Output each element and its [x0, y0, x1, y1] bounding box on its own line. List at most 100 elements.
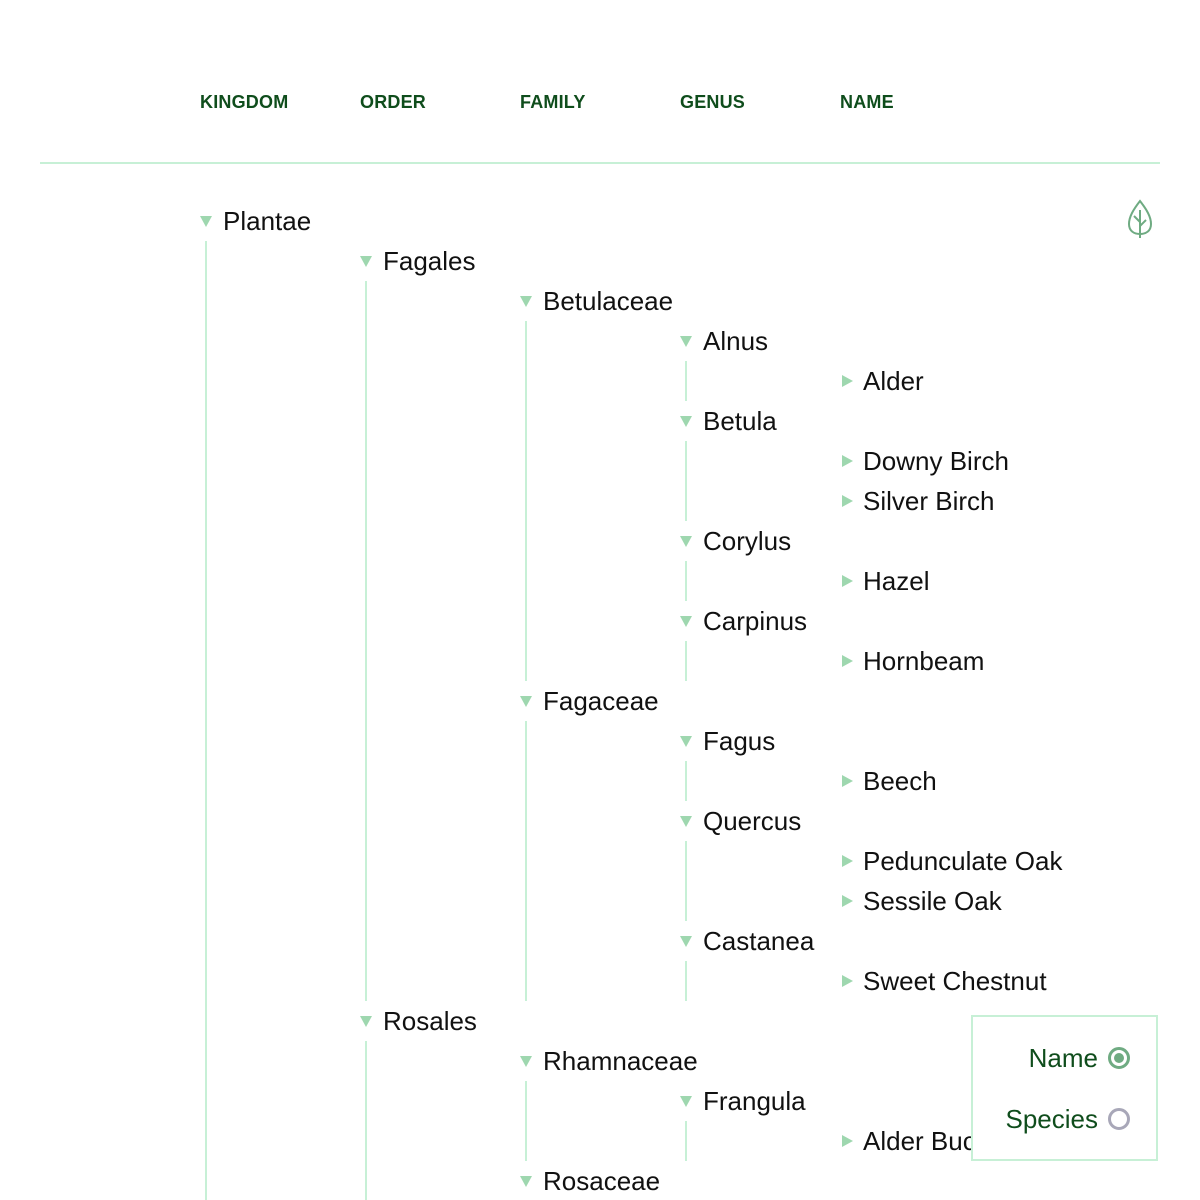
tree-node-label: Corylus	[703, 526, 792, 556]
tree-row-genus[interactable]: Castanea	[680, 921, 814, 961]
caret-right-icon[interactable]	[840, 895, 853, 907]
tree-outline-icon[interactable]	[1124, 198, 1156, 240]
tree-guide-line	[685, 361, 687, 401]
column-header-name: NAME	[840, 92, 894, 112]
label-toggle-panel: Name Species	[971, 1015, 1158, 1161]
tree-row-family[interactable]: Rosaceae	[520, 1161, 660, 1200]
caret-right-icon[interactable]	[840, 855, 853, 867]
tree-row-name[interactable]: Sweet Chestnut	[840, 961, 1047, 1001]
tree-row-genus[interactable]: Quercus	[680, 801, 801, 841]
caret-down-icon[interactable]	[200, 215, 212, 227]
tree-node-label: Hornbeam	[863, 646, 985, 676]
tree-row-name[interactable]: Beech	[840, 761, 937, 801]
tree-node-label: Betula	[703, 406, 777, 436]
tree-guide-line	[365, 281, 367, 1001]
caret-down-icon[interactable]	[680, 615, 692, 627]
tree-row-name[interactable]: Alder	[840, 361, 924, 401]
tree-node-label: Beech	[863, 766, 937, 796]
caret-right-icon[interactable]	[840, 375, 853, 387]
tree-row-family[interactable]: Rhamnaceae	[520, 1041, 698, 1081]
caret-right-icon[interactable]	[840, 495, 853, 507]
caret-down-icon[interactable]	[680, 935, 692, 947]
caret-down-icon[interactable]	[360, 255, 372, 267]
tree-node-label: Betulaceae	[543, 286, 674, 316]
tree-row-genus[interactable]: Fagus	[680, 721, 775, 761]
tree-row-genus[interactable]: Carpinus	[680, 601, 807, 641]
caret-right-icon[interactable]	[840, 975, 853, 987]
tree-row-genus[interactable]: Corylus	[680, 521, 791, 561]
caret-right-icon[interactable]	[840, 775, 853, 787]
caret-down-icon[interactable]	[520, 1175, 532, 1187]
tree-guide-line	[205, 241, 207, 1200]
tree-guide-line	[685, 561, 687, 601]
radio-option-name[interactable]: Name	[1029, 1041, 1130, 1075]
header-divider	[40, 162, 1160, 164]
tree-row-family[interactable]: Betulaceae	[520, 281, 673, 321]
radio-label-name: Name	[1028, 1042, 1098, 1073]
tree-node-label: Alnus	[703, 326, 769, 356]
caret-down-icon[interactable]	[680, 535, 692, 547]
caret-down-icon[interactable]	[520, 1055, 532, 1067]
radio-unselected-icon[interactable]	[1108, 1108, 1130, 1130]
caret-down-icon[interactable]	[520, 295, 532, 307]
tree-guide-line	[685, 1121, 687, 1161]
caret-right-icon[interactable]	[840, 455, 853, 467]
tree-row-name[interactable]: Sessile Oak	[840, 881, 1002, 921]
tree-row-genus[interactable]: Alnus	[680, 321, 768, 361]
tree-node-label: Fagales	[383, 246, 476, 276]
caret-right-icon[interactable]	[840, 655, 853, 667]
tree-row-genus[interactable]: Betula	[680, 401, 777, 441]
column-header-kingdom: KINGDOM	[200, 92, 289, 112]
radio-selected-icon[interactable]	[1108, 1047, 1130, 1069]
caret-down-icon[interactable]	[680, 415, 692, 427]
caret-down-icon[interactable]	[680, 335, 692, 347]
radio-option-species[interactable]: Species	[1005, 1102, 1130, 1136]
tree-row-name[interactable]: Downy Birch	[840, 441, 1009, 481]
tree-node-label: Downy Birch	[863, 446, 1009, 476]
tree-node-label: Hazel	[863, 566, 930, 596]
tree-row-order[interactable]: Fagales	[360, 241, 476, 281]
caret-right-icon[interactable]	[840, 1135, 853, 1147]
tree-row-kingdom[interactable]: Plantae	[200, 201, 311, 241]
tree-node-label: Quercus	[703, 806, 802, 836]
tree-row-order[interactable]: Rosales	[360, 1001, 477, 1041]
tree-row-name[interactable]: Silver Birch	[840, 481, 994, 521]
tree-row-name[interactable]: Hornbeam	[840, 641, 984, 681]
tree-node-label: Fagus	[703, 726, 776, 756]
tree-node-label: Frangula	[703, 1086, 806, 1116]
tree-guide-line	[365, 1041, 367, 1200]
caret-down-icon[interactable]	[520, 695, 532, 707]
tree-guide-line	[685, 961, 687, 1001]
caret-right-icon[interactable]	[840, 575, 853, 587]
column-header-family: FAMILY	[520, 92, 586, 112]
caret-down-icon[interactable]	[680, 1095, 692, 1107]
tree-node-label: Carpinus	[703, 606, 808, 636]
caret-down-icon[interactable]	[680, 815, 692, 827]
caret-down-icon[interactable]	[680, 735, 692, 747]
tree-guide-line	[685, 761, 687, 801]
tree-node-label: Castanea	[703, 926, 815, 956]
tree-node-label: Rosales	[383, 1006, 477, 1036]
tree-node-label: Rosaceae	[543, 1166, 661, 1196]
tree-guide-line	[525, 321, 527, 681]
tree-row-genus[interactable]: Frangula	[680, 1081, 806, 1121]
column-header-order: ORDER	[360, 92, 427, 112]
caret-down-icon[interactable]	[360, 1015, 372, 1027]
tree-node-label: Alder	[863, 366, 924, 396]
tree-guide-line	[525, 721, 527, 1001]
tree-node-label: Pedunculate Oak	[863, 846, 1063, 876]
tree-node-label: Silver Birch	[863, 486, 995, 516]
tree-node-label: Plantae	[223, 206, 312, 236]
radio-label-species: Species	[1005, 1103, 1099, 1134]
tree-guide-line	[685, 841, 687, 921]
tree-row-name[interactable]: Hazel	[840, 561, 929, 601]
tree-row-family[interactable]: Fagaceae	[520, 681, 659, 721]
tree-guide-line	[525, 1081, 527, 1161]
tree-node-label: Fagaceae	[543, 686, 659, 716]
tree-guide-line	[685, 441, 687, 521]
tree-node-label: Rhamnaceae	[543, 1046, 698, 1076]
column-header-genus: GENUS	[680, 92, 746, 112]
tree-row-name[interactable]: Pedunculate Oak	[840, 841, 1062, 881]
